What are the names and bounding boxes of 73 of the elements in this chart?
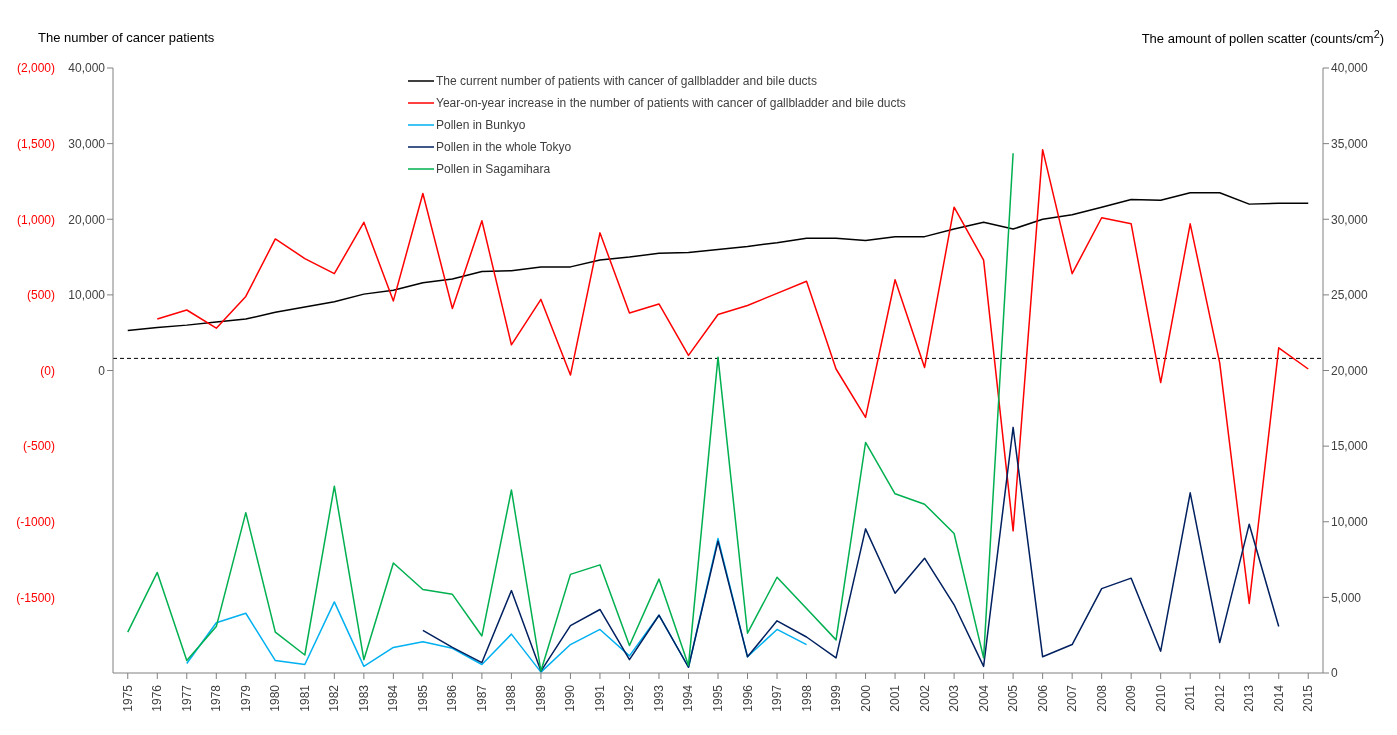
- x-tick-label: 2002: [917, 684, 932, 712]
- y2-tick-label: 40,000: [1331, 61, 1369, 76]
- line-series: [127, 152, 1014, 672]
- x-tick-label: 1998: [799, 684, 814, 712]
- x-tick-label: 1983: [356, 684, 371, 712]
- y3-tick-label: (-1500): [16, 590, 55, 605]
- x-tick-label: 1994: [681, 684, 696, 712]
- y2-tick-label: 15,000: [1331, 439, 1369, 454]
- y-tick-label: 10,000: [68, 288, 106, 303]
- x-tick-label: 2011: [1183, 684, 1198, 711]
- y-tick-label: 0: [98, 363, 106, 378]
- y2-tick-label: 0: [1331, 666, 1338, 681]
- x-tick-label: 2001: [888, 684, 903, 712]
- x-tick-label: 1988: [504, 684, 519, 712]
- legend-label: Pollen in the whole Tokyo: [436, 140, 572, 154]
- x-tick-label: 1980: [268, 684, 283, 712]
- x-tick-label: 1996: [740, 684, 755, 712]
- legend-label: Pollen in Sagamihara: [436, 162, 551, 176]
- y3-tick-label: (-500): [22, 439, 55, 454]
- y-tick-label: 40,000: [68, 61, 106, 76]
- y2-axis-title: The amount of pollen scatter (counts/cm$^{2}$): [1141, 28, 1384, 47]
- x-tick-label: 1997: [770, 684, 785, 712]
- y3-tick-label: (1,500): [16, 136, 55, 151]
- x-tick-label: 1984: [386, 684, 401, 712]
- x-tick-label: 1993: [651, 684, 666, 712]
- x-tick-label: 2015: [1301, 684, 1316, 712]
- x-tick-label: 1987: [474, 684, 489, 712]
- x-tick-label: 2012: [1212, 684, 1227, 712]
- x-tick-label: 1976: [150, 684, 165, 712]
- x-tick-label: 2004: [976, 684, 991, 712]
- x-tick-label: 1991: [592, 684, 607, 712]
- x-tick-label: 1992: [622, 684, 637, 712]
- x-tick-label: 2009: [1124, 684, 1139, 712]
- x-tick-label: 1982: [327, 684, 342, 712]
- y2-tick-label: 25,000: [1331, 288, 1369, 303]
- line-series: [127, 192, 1309, 332]
- x-tick-label: 2000: [858, 684, 873, 712]
- x-tick-label: 1978: [209, 684, 224, 712]
- x-tick-label: 1979: [238, 684, 253, 712]
- x-tick-label: 1990: [563, 684, 578, 712]
- y3-tick-label: (-1000): [16, 515, 55, 530]
- y2-tick-label: 30,000: [1331, 212, 1369, 227]
- x-tick-label: 1975: [120, 684, 135, 712]
- y3-tick-label: (500): [26, 288, 55, 303]
- y-tick-label: 20,000: [68, 212, 106, 227]
- legend-label: Year-on-year increase in the number of patients with cancer of gallbladder and bile ducts: [436, 96, 906, 110]
- x-tick-label: 2010: [1153, 684, 1168, 712]
- x-tick-label: 1986: [445, 684, 460, 712]
- x-tick-label: 1977: [179, 684, 194, 712]
- y2-tick-label: 10,000: [1331, 515, 1369, 530]
- x-tick-label: 1995: [711, 684, 725, 712]
- y-tick-label: 30,000: [68, 136, 106, 151]
- y2-tick-label: 20,000: [1331, 363, 1369, 378]
- y3-tick-label: (2,000): [16, 61, 55, 76]
- x-tick-label: 2003: [947, 684, 962, 712]
- y2-tick-label: 35,000: [1331, 136, 1369, 151]
- x-tick-label: 2007: [1065, 684, 1080, 712]
- x-tick-label: 2005: [1006, 684, 1021, 712]
- x-tick-label: 1989: [533, 684, 548, 712]
- y2-tick-label: 5,000: [1331, 590, 1362, 605]
- x-tick-label: 1981: [297, 684, 312, 712]
- x-tick-label: 2006: [1035, 684, 1050, 712]
- legend-label: The current number of patients with cancer of gallbladder and bile ducts: [436, 74, 817, 88]
- y-axis-title: The number of cancer patients: [38, 30, 215, 45]
- x-tick-label: 1999: [829, 684, 844, 712]
- legend-label: Pollen in Bunkyo: [436, 118, 526, 132]
- y3-tick-label: (0): [40, 363, 55, 378]
- x-tick-label: 2008: [1094, 684, 1109, 712]
- y3-tick-label: (1,000): [16, 212, 55, 227]
- x-tick-label: 1985: [415, 684, 430, 712]
- x-tick-label: 2013: [1242, 684, 1257, 712]
- line-series: [422, 426, 1280, 672]
- x-tick-label: 2014: [1271, 684, 1286, 712]
